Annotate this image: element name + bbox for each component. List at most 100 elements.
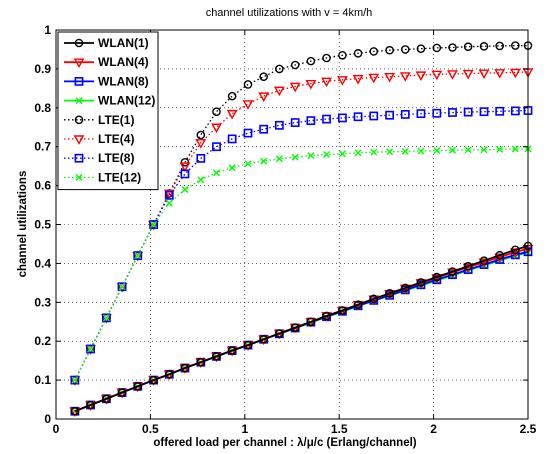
data-point (181, 185, 189, 193)
data-point (464, 146, 472, 154)
legend-label: LTE(1) (98, 113, 134, 127)
legend-item: LTE(4) (64, 132, 134, 146)
data-point (432, 272, 442, 282)
data-point (259, 334, 268, 344)
legend-item: WLAN(4) (64, 55, 149, 69)
data-point (480, 146, 488, 154)
y-tick-label: 0.2 (34, 334, 51, 348)
data-point (149, 220, 159, 229)
data-point (352, 74, 364, 85)
data-point (353, 300, 363, 309)
data-point (226, 109, 238, 120)
data-point (322, 311, 331, 321)
data-point (273, 86, 285, 97)
data-point (462, 69, 474, 80)
y-tick-label: 0.7 (34, 140, 51, 154)
data-point (305, 79, 317, 90)
data-point (227, 91, 237, 101)
data-point (353, 49, 363, 58)
data-point (133, 382, 143, 391)
data-point (369, 111, 379, 121)
data-point (369, 47, 379, 56)
data-point (118, 283, 126, 291)
data-point (102, 313, 111, 323)
series-layer (69, 41, 534, 418)
legend-marker (73, 58, 85, 69)
data-point (479, 107, 489, 117)
data-point (212, 107, 221, 116)
data-point (416, 278, 426, 287)
data-point (306, 56, 316, 66)
data-point (399, 72, 411, 82)
legend-marker (74, 38, 84, 48)
data-point (87, 345, 95, 353)
data-point (259, 124, 269, 134)
data-point (463, 261, 473, 271)
data-point (385, 110, 395, 120)
data-point (86, 400, 95, 410)
data-point (164, 369, 174, 379)
data-point (384, 72, 396, 83)
data-point (385, 45, 394, 55)
data-point (290, 118, 300, 127)
y-tick-label: 0.5 (34, 218, 51, 232)
legend-marker (74, 77, 84, 86)
y-tick-label: 1 (44, 23, 51, 37)
data-point (195, 139, 207, 149)
data-point (479, 42, 489, 51)
x-tick-label: 2 (430, 422, 437, 436)
data-point (369, 294, 379, 304)
data-point (306, 317, 316, 327)
data-point (415, 71, 427, 81)
data-point (102, 314, 110, 322)
data-point (212, 352, 221, 361)
legend-label: LTE(8) (98, 151, 134, 165)
y-tick-label: 0.6 (34, 179, 51, 193)
x-tick-label: 2.5 (520, 422, 537, 436)
series-wlan-1 (70, 241, 533, 416)
data-point (432, 108, 442, 118)
axis-ticks: 0 0.5 1 1.5 2 2.5 0 0.1 0.2 0.3 0.4 0.5 0.6 0.7 0.8 0.9… (34, 23, 536, 436)
data-point (338, 306, 347, 315)
x-axis-label: offered load per channel : λ/μ/c (Erlang… (153, 437, 416, 449)
data-point (448, 267, 457, 276)
data-point (447, 70, 458, 80)
data-point (338, 113, 347, 123)
data-point (179, 162, 191, 172)
data-point (133, 251, 143, 261)
data-point (291, 153, 299, 161)
x-tick-label: 0.5 (142, 422, 159, 436)
legend-marker (75, 173, 83, 181)
data-point (386, 148, 394, 156)
data-point (212, 169, 220, 177)
data-point (180, 363, 190, 373)
data-point (495, 106, 505, 116)
data-point (275, 155, 283, 163)
data-point (259, 72, 268, 81)
y-tick-label: 0.1 (34, 373, 51, 387)
data-point (196, 130, 206, 140)
data-point (165, 199, 173, 207)
data-point (496, 145, 504, 153)
series-lte-12 (71, 145, 532, 384)
data-point (196, 357, 206, 367)
data-point (448, 108, 457, 117)
data-point (289, 82, 301, 93)
data-point (463, 42, 473, 52)
data-point (71, 376, 79, 384)
data-point (70, 375, 80, 385)
legend-label: WLAN(1) (98, 36, 149, 50)
data-point (511, 145, 519, 153)
data-point (196, 153, 206, 163)
data-point (163, 189, 175, 200)
legend-label: WLAN(4) (98, 55, 149, 69)
data-point (102, 394, 111, 404)
series-line (74, 148, 528, 381)
y-tick-label: 0.9 (34, 62, 51, 76)
x-tick-label: 0 (53, 422, 60, 436)
data-point (479, 256, 489, 265)
legend-label: LTE(4) (98, 132, 134, 146)
data-point (478, 69, 490, 79)
data-point (164, 190, 174, 200)
data-point (431, 70, 443, 81)
